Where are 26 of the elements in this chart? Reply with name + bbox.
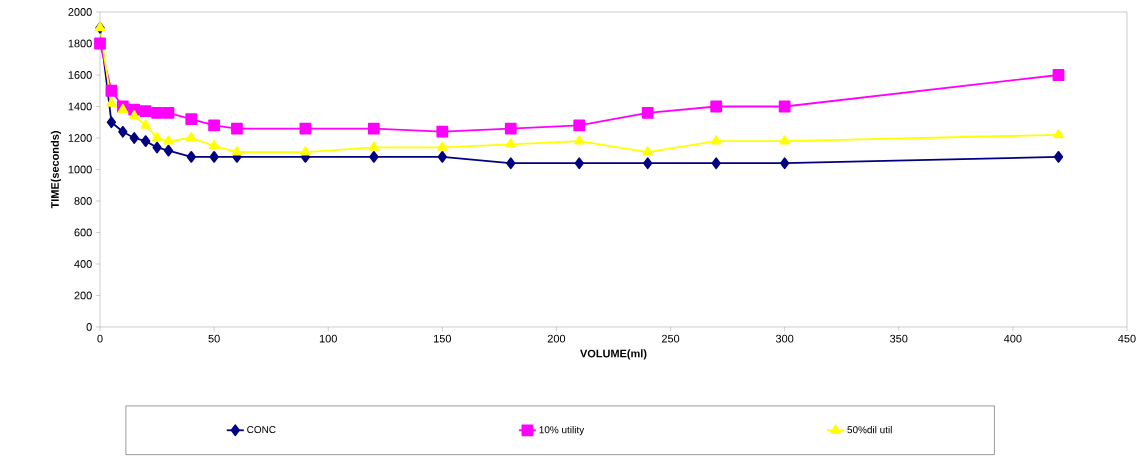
y-tick-label: 800 bbox=[74, 197, 92, 205]
y-tick-label: 2000 bbox=[68, 8, 92, 16]
x-tick-label: 450 bbox=[1118, 334, 1136, 343]
x-tick-label: 250 bbox=[661, 334, 680, 343]
y-tick-label: 1400 bbox=[68, 102, 92, 111]
y-tick-label: 600 bbox=[74, 228, 92, 237]
x-tick-label: 300 bbox=[775, 334, 794, 343]
y-tick-label: 1800 bbox=[68, 39, 92, 48]
x-tick-label: 50 bbox=[208, 334, 220, 343]
x-tick-label: 0 bbox=[97, 334, 103, 343]
y-tick-label: 400 bbox=[74, 260, 92, 268]
y-tick-label: 1200 bbox=[68, 134, 92, 142]
y-tick-label: 1600 bbox=[68, 71, 92, 79]
x-tick-label: 150 bbox=[434, 334, 452, 343]
x-tick-label: 200 bbox=[547, 334, 566, 343]
x-tick-label: 350 bbox=[890, 334, 908, 343]
x-tick-label: 100 bbox=[319, 334, 337, 343]
legend-label: CONC bbox=[247, 426, 276, 434]
y-tick-label: 0 bbox=[86, 323, 92, 331]
y-axis-title: TIME(seconds) bbox=[50, 131, 62, 209]
x-tick-label: 400 bbox=[1003, 334, 1022, 343]
x-axis-title: VOLUME(ml) bbox=[580, 349, 647, 360]
y-tick-label: 1000 bbox=[68, 165, 92, 174]
legend-label: 10% utility bbox=[539, 425, 585, 436]
y-tick-label: 200 bbox=[74, 291, 92, 300]
legend-label: 50%dil util bbox=[847, 425, 892, 434]
